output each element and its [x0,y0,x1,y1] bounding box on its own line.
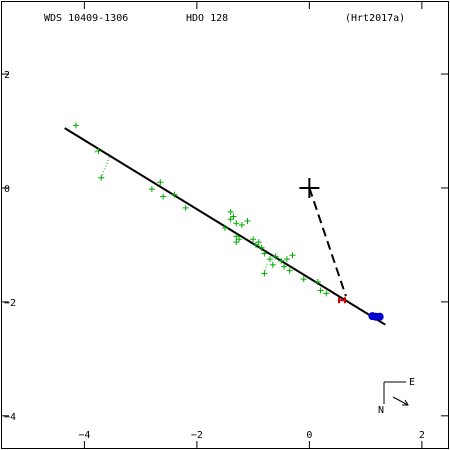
residual-line [100,156,111,178]
y-tick-label: 2 [4,70,10,81]
star-name: HDO 128 [186,13,228,24]
observation-point [258,244,265,251]
observation-point [289,252,296,259]
compass: E N [378,377,415,416]
y-tick-label: −4 [4,412,16,423]
observation-point [238,222,245,228]
primary-star-marker [299,177,320,198]
observation-point [227,208,234,215]
recent-observation-marker [338,297,346,304]
observation-point [171,191,178,198]
y-tick-label: −2 [4,298,16,309]
observation-point [269,261,276,268]
observation-point [317,287,324,294]
y-axis-ticks: 2 0 −2 −4 [2,70,448,423]
observation-point [255,239,262,246]
observation-point [283,256,290,263]
wds-id: WDS 10409-1306 [44,13,128,24]
observation-point [250,236,257,243]
observation-point [278,257,285,264]
observation-point [157,179,164,186]
motion-arrow-shaft [392,396,409,406]
observation-point [261,270,268,277]
x-tick-label: −4 [78,430,90,441]
observation-point [272,253,279,260]
x-tick-label: −2 [191,430,203,441]
orbit-reference: (Hrt2017a) [345,13,405,24]
observation-point [233,233,240,240]
observation-point [244,218,251,225]
observation-point [281,263,288,270]
observation-point [323,290,330,297]
compass-east-label: E [409,377,415,388]
observation-point [233,220,240,227]
observation-point [160,193,167,200]
observation-point [267,256,273,263]
observation-point [286,267,293,274]
x-tick-label: 2 [419,430,425,441]
observation-point [300,276,307,283]
observation-point [252,241,259,248]
compass-north-label: N [378,405,384,416]
observation-point [236,236,243,243]
observation-points [72,122,330,297]
observation-point [261,250,268,257]
node-line [308,187,347,297]
observation-point [233,239,240,246]
observation-point [182,204,189,211]
observation-point [230,213,237,220]
observation-point [222,224,228,231]
observation-point [314,278,321,285]
y-tick-label: 0 [4,184,10,195]
x-tick-label: 0 [306,430,312,441]
observation-point [227,216,234,223]
observation-point [95,147,102,154]
observation-point [98,174,105,181]
predicted-position-dot [375,312,384,321]
x-axis-ticks: −4 −2 0 2 [78,2,425,448]
observation-point [148,186,155,193]
motion-arrow-head [402,399,409,406]
observation-point [72,122,79,129]
special-markers [299,177,384,321]
